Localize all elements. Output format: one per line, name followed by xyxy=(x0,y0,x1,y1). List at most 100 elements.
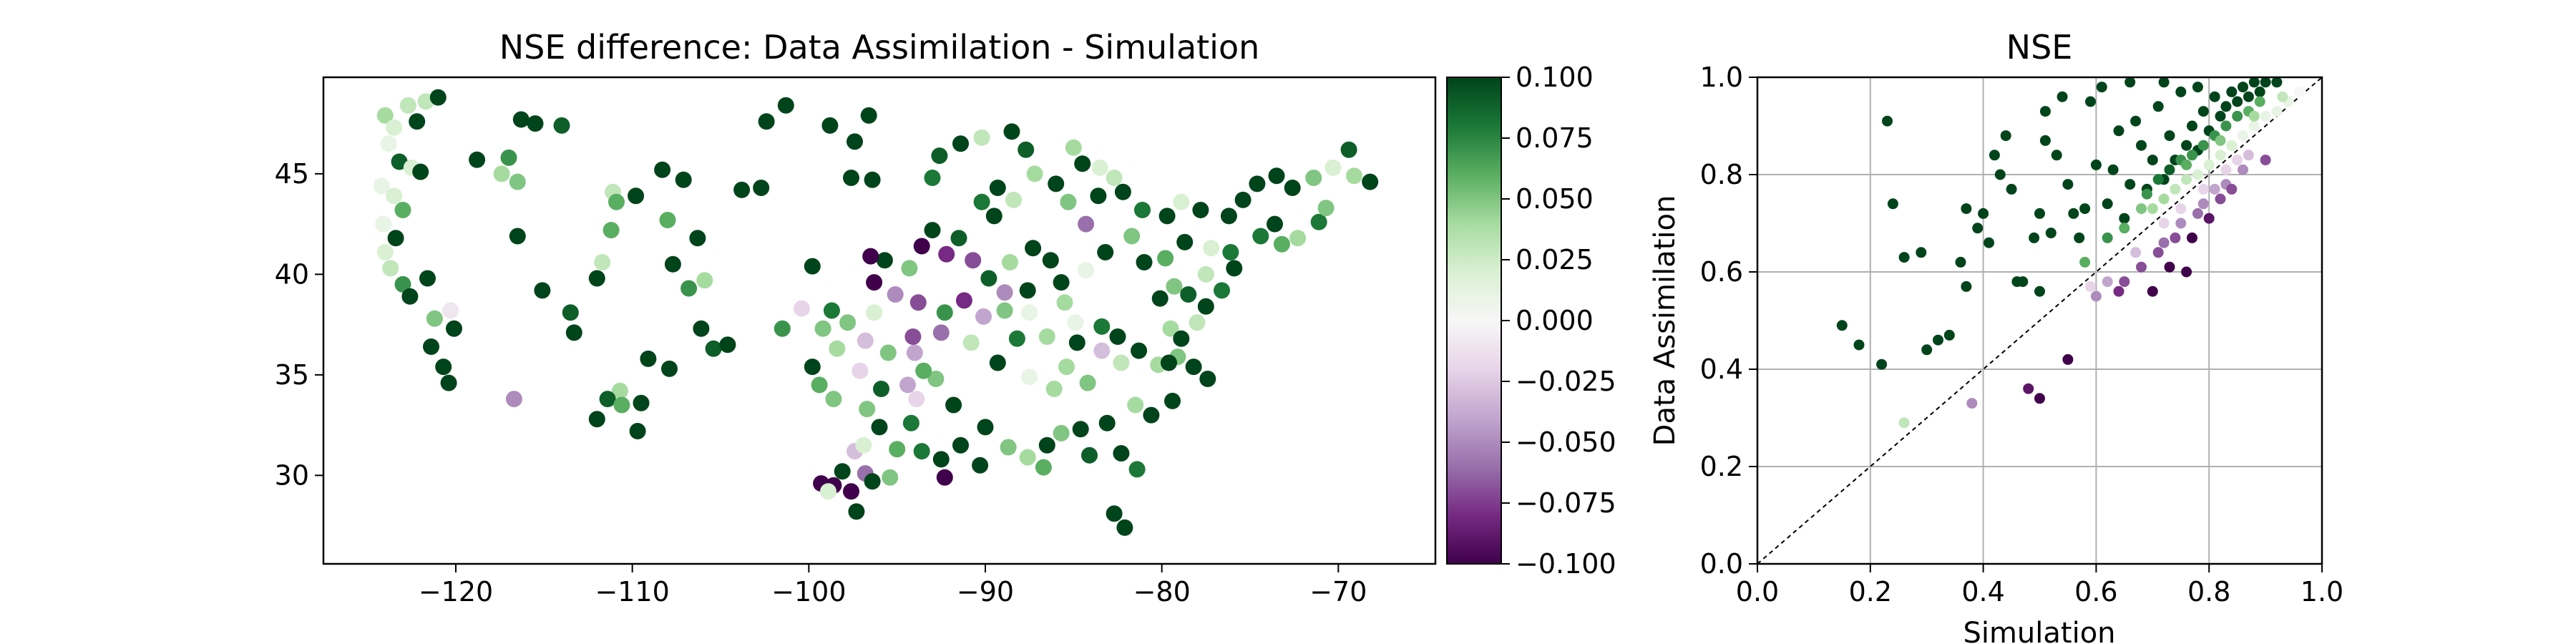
map-point xyxy=(1346,167,1362,185)
map-point xyxy=(386,187,403,205)
map-point xyxy=(876,252,893,269)
nse-frame xyxy=(1756,76,2323,565)
nse-point xyxy=(1989,150,2000,161)
nse-point xyxy=(2260,110,2271,122)
map-point xyxy=(1026,165,1043,182)
map-point xyxy=(386,119,403,136)
colorbar-tick-label: 0.050 xyxy=(1516,183,1594,215)
map-point xyxy=(394,275,411,293)
map-point xyxy=(1166,278,1183,295)
nse-diagonal-line xyxy=(1757,77,2323,565)
map-point xyxy=(1114,183,1131,200)
map-point xyxy=(1045,381,1063,397)
map-point xyxy=(1019,282,1036,299)
nse-point xyxy=(2062,179,2074,190)
nse-point xyxy=(2034,286,2045,297)
map-point xyxy=(693,320,710,337)
map-point xyxy=(1123,228,1141,245)
map-y-tick-label: 35 xyxy=(275,359,309,391)
map-point xyxy=(394,202,411,218)
nse-point xyxy=(2158,77,2170,88)
nse-point xyxy=(1898,417,1910,429)
map-point xyxy=(409,113,426,130)
nse-point xyxy=(2181,159,2192,170)
map-point xyxy=(973,129,990,146)
map-point xyxy=(446,320,462,337)
colorbar: 0.100 0.075 0.050 0.025 0.000 −0.025 −0.050 −0.… xyxy=(1446,62,1616,580)
nse-point xyxy=(1898,252,1910,263)
map-point xyxy=(1053,274,1070,291)
nse-point xyxy=(1955,256,1966,268)
nse-points xyxy=(1836,77,2305,429)
map-point xyxy=(1268,167,1285,185)
map-point xyxy=(613,396,630,414)
map-point xyxy=(924,170,941,186)
map-point xyxy=(794,300,810,317)
nse-point xyxy=(2039,106,2051,117)
map-point xyxy=(1134,202,1151,218)
map-point xyxy=(628,187,645,205)
map-point xyxy=(376,107,394,124)
nse-point xyxy=(1876,358,1888,370)
nse-point xyxy=(1882,115,1893,127)
nse-point xyxy=(2203,213,2215,224)
map-point xyxy=(599,391,616,408)
map-point xyxy=(774,320,791,337)
nse-point xyxy=(2215,150,2226,161)
map-point xyxy=(973,193,990,210)
nse-point xyxy=(2152,174,2164,185)
nse-point xyxy=(2079,203,2091,215)
map-point xyxy=(843,483,859,500)
map-point xyxy=(1060,193,1077,210)
map-point xyxy=(1310,213,1327,230)
colorbar-tick-label: −0.025 xyxy=(1516,366,1616,397)
nse-panel: NSE 0.0 0.2 0.4 0.6 0.8 1.0 0.0 0.2 0.4 0.6 0.8 1.… xyxy=(1649,28,2343,644)
map-point xyxy=(1143,406,1160,424)
map-point xyxy=(1161,354,1177,371)
map-x-tick-label: −70 xyxy=(1309,576,1367,608)
nse-point xyxy=(1994,169,2006,180)
nse-point xyxy=(1984,237,1994,248)
map-point xyxy=(1173,193,1190,210)
map-point xyxy=(915,362,932,379)
map-point xyxy=(1109,328,1126,345)
nse-point xyxy=(2136,261,2147,273)
map-point xyxy=(834,463,851,480)
map-point xyxy=(825,391,842,408)
map-point xyxy=(887,286,904,303)
map-point xyxy=(493,165,510,182)
map-point xyxy=(985,208,1002,225)
nse-point xyxy=(2238,130,2248,142)
map-point xyxy=(553,117,570,134)
map-point xyxy=(864,473,881,490)
map-point xyxy=(733,181,751,198)
nse-point xyxy=(2238,164,2248,175)
nse-point xyxy=(2181,266,2192,278)
nse-point xyxy=(2090,159,2102,170)
map-point xyxy=(1305,170,1322,186)
map-point xyxy=(588,411,605,428)
map-point xyxy=(1093,342,1111,359)
map-point xyxy=(1180,286,1197,303)
map-point xyxy=(913,443,930,460)
map-point xyxy=(1164,392,1181,409)
map-point xyxy=(927,371,945,387)
map-point xyxy=(469,151,486,168)
map-point xyxy=(675,171,692,188)
map-point xyxy=(640,350,657,367)
map-point xyxy=(509,173,526,190)
nse-point xyxy=(2238,82,2248,93)
map-point xyxy=(500,149,517,166)
map-point xyxy=(680,280,698,297)
map-point xyxy=(1002,254,1018,270)
nse-point xyxy=(2197,198,2209,210)
colorbar-tick-label: 0.075 xyxy=(1516,122,1594,154)
nse-point xyxy=(2102,276,2113,288)
nse-point xyxy=(2197,183,2209,195)
map-point xyxy=(664,255,681,273)
map-point xyxy=(758,113,775,130)
nse-point xyxy=(2136,203,2147,215)
nse-point xyxy=(2158,218,2170,229)
nse-point xyxy=(2215,193,2226,205)
